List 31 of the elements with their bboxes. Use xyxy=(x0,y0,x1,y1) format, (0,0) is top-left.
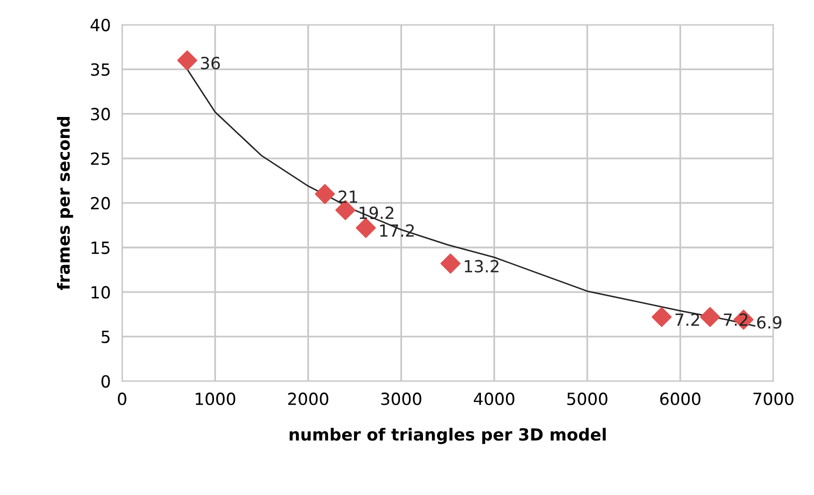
y-tick-label: 10 xyxy=(92,286,110,299)
point xyxy=(177,50,198,70)
x-tick-label: 7000 xyxy=(753,392,794,406)
point xyxy=(652,306,672,328)
y-tick-label: 25 xyxy=(91,152,110,165)
x-tick-label: 6000 xyxy=(660,392,700,406)
data-label: 21 xyxy=(338,190,358,203)
data-label: 7.2 xyxy=(676,313,699,326)
y-tick-label: 30 xyxy=(91,108,110,120)
point xyxy=(440,254,460,274)
x-tick-label: 2000 xyxy=(288,392,328,406)
point xyxy=(356,218,376,238)
point xyxy=(314,184,335,204)
data-label: 36 xyxy=(200,56,220,70)
y-tick-label: 40 xyxy=(90,18,110,32)
x-tick-label: 3000 xyxy=(381,392,422,406)
y-tick-label: 15 xyxy=(92,242,110,254)
y-tick-label: 0 xyxy=(101,375,110,388)
x-axis-title: number of triangles per 3D model xyxy=(290,428,606,444)
y-tick-label: 35 xyxy=(91,63,110,76)
y-tick-label: 5 xyxy=(102,330,110,344)
x-tick-label: 0 xyxy=(118,392,126,406)
x-tick-label: 5000 xyxy=(567,392,608,406)
y-tick-label: 20 xyxy=(91,196,110,210)
y-axis-title: frames per second xyxy=(56,116,74,290)
data-label: 19.2 xyxy=(360,206,394,220)
x-tick-label: 1000 xyxy=(196,392,236,406)
x-tick-label: 4000 xyxy=(474,392,514,406)
point xyxy=(700,306,720,328)
data-label: 13.2 xyxy=(464,260,498,273)
data-label: 6.9 xyxy=(757,316,782,329)
